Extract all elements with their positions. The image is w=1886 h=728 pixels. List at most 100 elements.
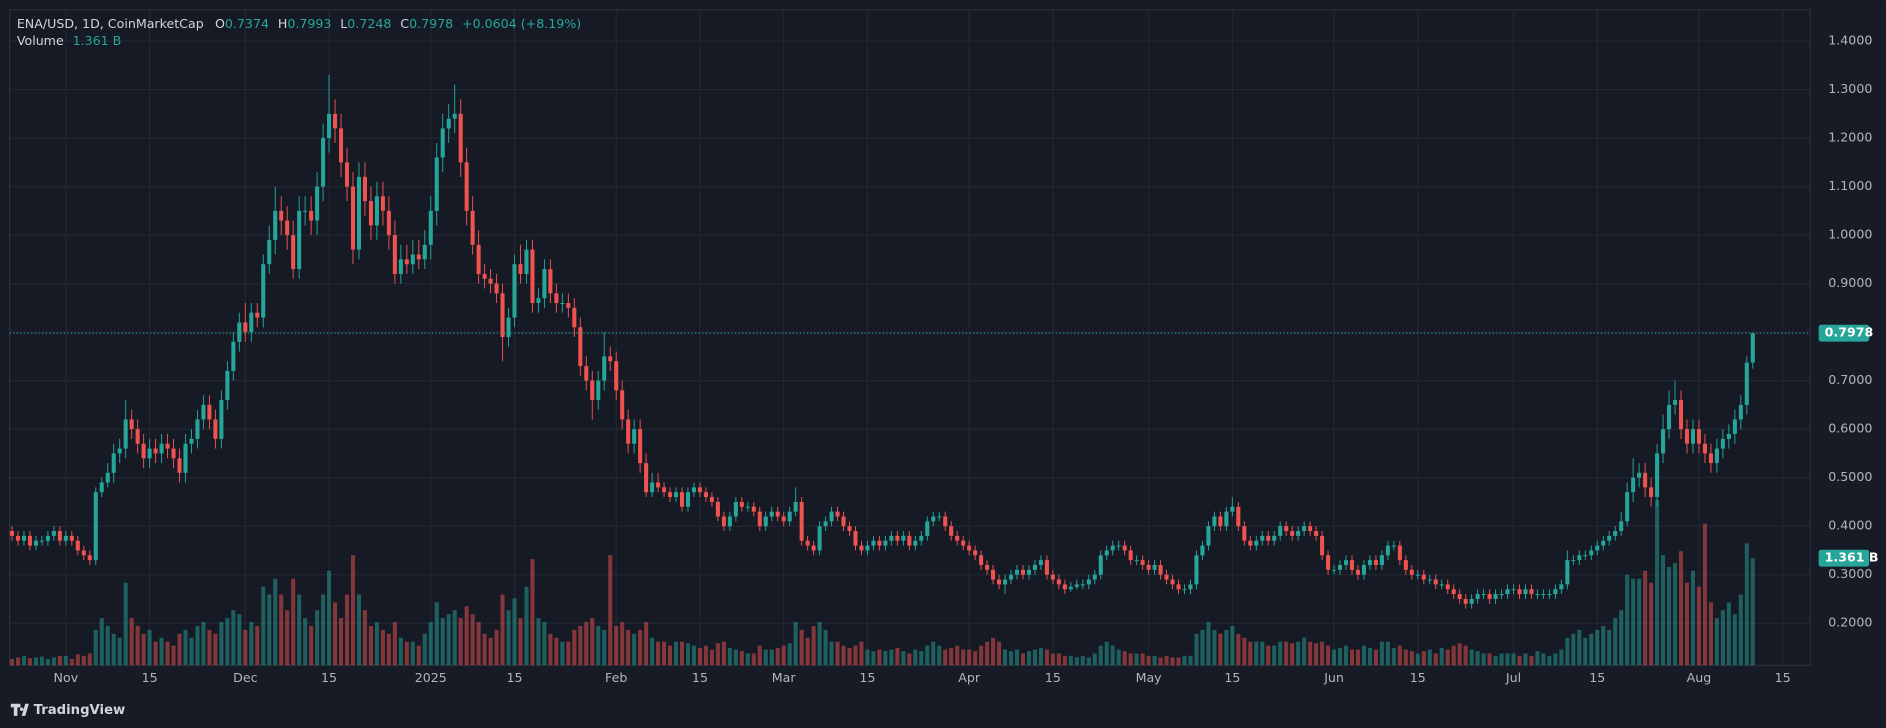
candle-body xyxy=(1008,574,1014,580)
volume-bar xyxy=(1008,651,1014,666)
candle-body xyxy=(1523,589,1528,595)
x-tick-label: 2025 xyxy=(415,670,447,685)
volume-bar xyxy=(1696,586,1701,666)
candle-body xyxy=(1672,400,1678,405)
volume-bar xyxy=(458,618,463,666)
candle-body xyxy=(464,162,469,211)
candle-body xyxy=(925,521,930,536)
volume-bar xyxy=(763,649,768,666)
volume-bar xyxy=(578,625,583,666)
candle-body xyxy=(1469,598,1474,604)
candle-body xyxy=(524,249,529,274)
candle-body xyxy=(1200,545,1205,556)
candle-body xyxy=(1433,579,1438,585)
candle-body xyxy=(919,535,924,541)
volume-bar xyxy=(793,622,798,666)
volume-bar xyxy=(955,645,960,666)
volume-bar xyxy=(1385,641,1390,666)
x-tick-label: 15 xyxy=(1589,670,1605,685)
volume-bar xyxy=(811,625,816,666)
volume-bar xyxy=(362,610,367,666)
candle-body xyxy=(733,501,738,517)
volume-bar xyxy=(1260,641,1265,666)
volume-bar xyxy=(1702,523,1707,666)
candle-body xyxy=(715,501,720,517)
volume-bar xyxy=(446,614,451,666)
candle-body xyxy=(147,448,152,459)
candle-body xyxy=(1367,560,1372,565)
volume-bar xyxy=(1248,641,1253,666)
candle-body xyxy=(458,113,463,163)
brand: TradingView xyxy=(10,703,125,718)
candle-body xyxy=(404,259,409,265)
volume-bar xyxy=(865,649,870,666)
volume-bar xyxy=(1720,610,1725,666)
candle-body xyxy=(297,210,302,270)
volume-bar xyxy=(404,641,409,666)
volume-bar xyxy=(1326,645,1331,666)
volume-bar xyxy=(895,647,900,666)
candle-body xyxy=(1272,535,1277,541)
candle-body xyxy=(237,322,242,342)
y-tick-label: 1.0000 xyxy=(1828,227,1872,242)
candle-body xyxy=(1170,579,1175,585)
volume-bar xyxy=(285,610,290,666)
candle-body xyxy=(548,269,553,294)
candle-body xyxy=(1206,526,1211,546)
last-price-label: 0.7978 xyxy=(1825,325,1874,340)
candle-body xyxy=(1164,574,1169,580)
candle-body xyxy=(1619,521,1624,532)
candle-body xyxy=(440,128,445,158)
volume-bar xyxy=(727,647,732,666)
volume-bar xyxy=(883,651,888,666)
candle-body xyxy=(1373,560,1378,565)
volume-bar xyxy=(1451,645,1456,666)
candle-body xyxy=(333,113,338,129)
volume-bar xyxy=(1032,649,1037,666)
volume-bar xyxy=(620,622,625,666)
candle-body xyxy=(1361,564,1366,575)
candle-body xyxy=(703,492,708,498)
volume-bar xyxy=(1068,655,1073,666)
candle-body xyxy=(15,535,21,541)
volume-bar xyxy=(171,645,176,666)
volume-bar xyxy=(1427,649,1432,666)
candle-body xyxy=(1517,589,1522,595)
volume-bar xyxy=(81,655,86,666)
volume-bar xyxy=(237,614,242,666)
volume-bar xyxy=(805,637,810,666)
volume-bar xyxy=(1044,649,1049,666)
volume-bar xyxy=(1122,651,1127,666)
x-tick-label: May xyxy=(1136,670,1163,685)
candle-body xyxy=(697,487,702,493)
volume-bar xyxy=(1678,551,1684,666)
volume-bar xyxy=(135,625,140,666)
candle-body xyxy=(1655,453,1660,498)
volume-bar xyxy=(548,633,553,666)
volume-bar xyxy=(1409,651,1414,666)
candle-body xyxy=(51,531,56,536)
candle-body xyxy=(632,429,637,444)
candle-body xyxy=(261,264,266,318)
candle-body xyxy=(961,540,966,546)
candle-body xyxy=(45,535,50,541)
candle-body xyxy=(1110,545,1115,551)
candle-body xyxy=(327,113,332,139)
candle-body xyxy=(1182,589,1187,591)
candle-body xyxy=(344,162,350,187)
candle-body xyxy=(285,220,290,236)
y-tick-label: 0.6000 xyxy=(1828,421,1872,436)
candle-body xyxy=(1068,586,1073,590)
volume-bar xyxy=(889,649,894,666)
candle-body xyxy=(9,531,15,536)
candle-body xyxy=(1326,555,1331,570)
volume-bar xyxy=(901,651,906,666)
volume-bar xyxy=(1050,653,1055,666)
volume-bar xyxy=(201,622,206,666)
candle-body xyxy=(177,458,182,473)
candle-body xyxy=(213,419,218,439)
volume-bar xyxy=(626,629,631,666)
candle-body xyxy=(1176,584,1181,590)
volume-bar xyxy=(1421,651,1426,666)
candle-body xyxy=(560,303,565,304)
